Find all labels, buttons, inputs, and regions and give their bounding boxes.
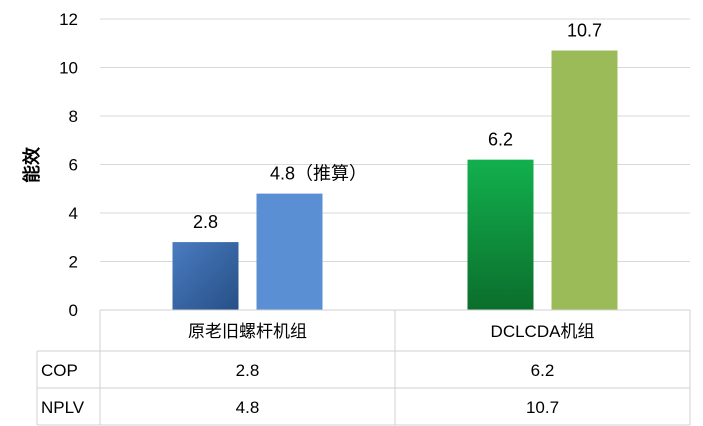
y-tick-label: 4 (69, 204, 78, 223)
data-table: 原老旧螺杆机组 DCLCDA机组 COP 2.8 6.2 NPLV 4.8 10.7 (36, 309, 691, 426)
data-label: 2.8 (193, 212, 218, 232)
bar-nplv-1 (256, 193, 323, 310)
y-tick-label: 2 (69, 253, 78, 272)
bar-cop-1 (172, 242, 239, 310)
data-label: 6.2 (488, 130, 513, 150)
y-tick-label: 10 (59, 59, 78, 78)
y-tick-label: 0 (69, 301, 78, 320)
x-category-label: 原老旧螺杆机组 (188, 322, 307, 341)
table-cell: 4.8 (236, 398, 260, 417)
y-tick-label: 12 (59, 10, 78, 29)
bar-cop-2 (467, 159, 534, 310)
table-cell: 2.8 (236, 361, 260, 380)
x-category-label: DCLCDA机组 (491, 322, 595, 341)
table-cell: 6.2 (531, 361, 555, 380)
bar-nplv-2 (551, 50, 618, 311)
y-axis-label: 能效 (21, 146, 42, 183)
data-label: 4.8（推算） (270, 164, 367, 184)
y-axis: 0 2 4 6 8 10 12 (59, 10, 78, 320)
table-row-label: NPLV (41, 398, 85, 417)
bars (172, 50, 618, 311)
table-cell: 10.7 (526, 398, 559, 417)
y-tick-label: 6 (69, 156, 78, 175)
table-row-label: COP (41, 361, 78, 380)
data-labels: 2.8 4.8（推算） 6.2 10.7 (193, 21, 602, 233)
data-label: 10.7 (567, 21, 602, 41)
y-tick-label: 8 (69, 107, 78, 126)
